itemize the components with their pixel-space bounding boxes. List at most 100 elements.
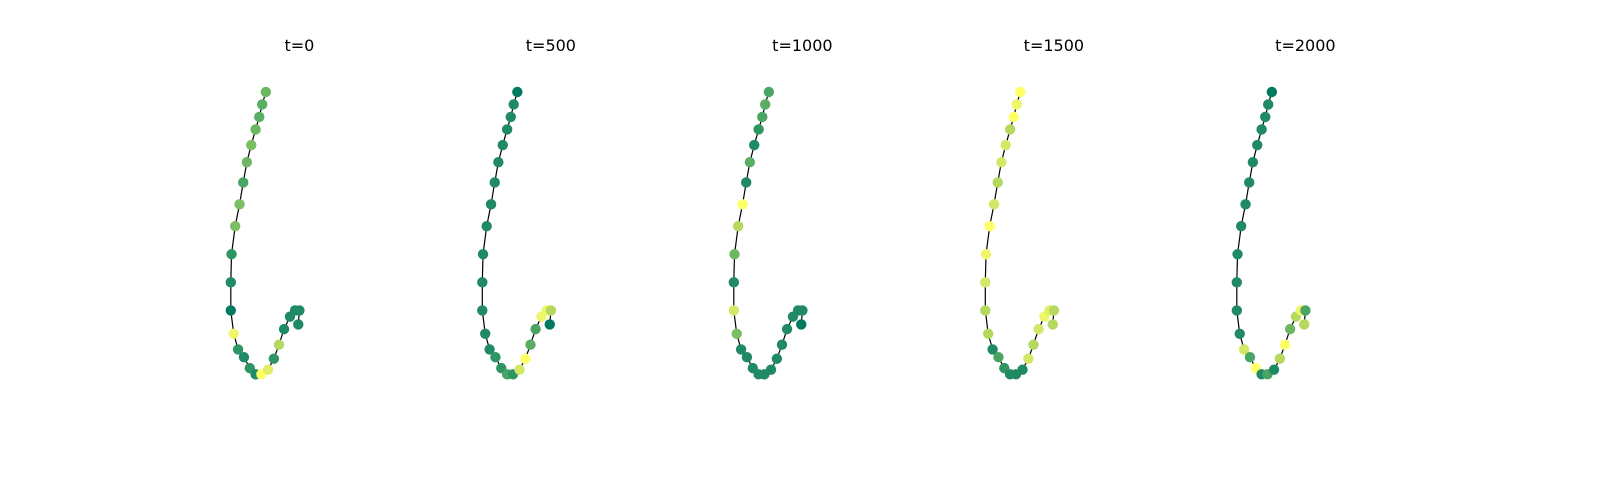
graph-node bbox=[980, 305, 991, 316]
graph-node bbox=[983, 328, 994, 339]
graph-node bbox=[1300, 305, 1311, 316]
graph-node bbox=[781, 323, 793, 335]
graph-node bbox=[765, 364, 777, 375]
graph-node bbox=[1266, 86, 1278, 98]
graph-node bbox=[1252, 139, 1263, 151]
graph-node bbox=[514, 364, 525, 375]
graph-node bbox=[980, 249, 992, 260]
graph-node bbox=[1238, 344, 1250, 355]
graph-node bbox=[480, 328, 491, 339]
graph-node bbox=[1015, 86, 1026, 98]
graph-node bbox=[728, 277, 739, 288]
graph-node bbox=[512, 86, 523, 98]
graph-node bbox=[796, 319, 807, 330]
panel-4: t=2000 bbox=[1231, 36, 1336, 380]
graph-node bbox=[520, 353, 531, 364]
graph-node bbox=[1004, 124, 1016, 135]
graph-node bbox=[753, 124, 764, 135]
graph-node bbox=[1011, 99, 1022, 110]
graph-node bbox=[729, 249, 740, 260]
graph-node bbox=[505, 111, 516, 123]
graph-node bbox=[545, 305, 557, 316]
graph-node bbox=[992, 177, 1003, 188]
graph-node bbox=[501, 124, 513, 135]
graph-node bbox=[1048, 305, 1060, 316]
graph-node bbox=[771, 353, 783, 364]
panel-1: t=500 bbox=[477, 36, 576, 380]
panel-0: t=0 bbox=[225, 36, 314, 380]
graph-node bbox=[737, 199, 748, 210]
graph-node bbox=[493, 157, 504, 168]
graph-node bbox=[241, 157, 253, 168]
graph-node bbox=[763, 86, 775, 98]
graph-node bbox=[1231, 277, 1243, 288]
graph-node bbox=[1000, 139, 1011, 151]
graph-node bbox=[254, 111, 265, 123]
graph-node bbox=[1234, 328, 1245, 339]
graph-node bbox=[993, 352, 1004, 363]
graph-node bbox=[759, 99, 771, 110]
graph-node bbox=[226, 249, 237, 260]
graph-node bbox=[293, 319, 304, 330]
graph-node bbox=[1017, 364, 1028, 375]
panel-title: t=500 bbox=[526, 36, 576, 55]
graph-node bbox=[250, 124, 261, 135]
graph-node bbox=[744, 157, 756, 168]
graph-node bbox=[1244, 177, 1255, 188]
graph-node bbox=[246, 139, 257, 151]
graph-node bbox=[749, 139, 760, 151]
panel-title: t=1500 bbox=[1024, 36, 1084, 55]
graph-node bbox=[490, 352, 501, 363]
graph-node bbox=[484, 344, 495, 355]
graph-node bbox=[1235, 220, 1247, 232]
graph-node bbox=[260, 86, 272, 98]
graph-node bbox=[1023, 353, 1034, 364]
graph-node bbox=[1033, 323, 1044, 335]
graph-node bbox=[294, 305, 305, 316]
graph-node bbox=[757, 111, 768, 123]
graph-node bbox=[1279, 339, 1291, 350]
graph-node bbox=[1232, 249, 1243, 260]
graph-node bbox=[238, 177, 249, 188]
graph-node bbox=[477, 277, 488, 288]
graph-node bbox=[731, 328, 742, 339]
graph-node bbox=[225, 277, 236, 288]
graph-node bbox=[1299, 319, 1310, 330]
graph-node bbox=[776, 339, 788, 350]
graph-node bbox=[984, 220, 995, 232]
graph-node bbox=[238, 352, 250, 363]
graph-node bbox=[1231, 305, 1243, 316]
graph-node bbox=[477, 305, 488, 316]
graph-node bbox=[1047, 319, 1058, 330]
graph-node bbox=[525, 339, 536, 350]
panel-title: t=1000 bbox=[772, 36, 832, 55]
graph-node bbox=[1260, 111, 1271, 123]
graph-node bbox=[234, 199, 245, 210]
graph-node bbox=[728, 305, 739, 316]
graph-node bbox=[225, 305, 236, 316]
graph-node bbox=[1268, 364, 1280, 375]
graph-node bbox=[1256, 124, 1267, 135]
graph-node bbox=[485, 199, 497, 210]
panel-title: t=2000 bbox=[1275, 36, 1335, 55]
graph-node bbox=[797, 305, 808, 316]
graph-node bbox=[741, 352, 753, 363]
graph-node bbox=[262, 364, 274, 375]
graph-node bbox=[996, 157, 1007, 168]
graph-node bbox=[741, 177, 752, 188]
graph-node bbox=[987, 344, 998, 355]
graph-node bbox=[1244, 352, 1256, 363]
graph-node bbox=[228, 328, 239, 339]
graph-node bbox=[1247, 157, 1259, 168]
graph-node bbox=[1008, 111, 1019, 123]
graph-node bbox=[232, 344, 244, 355]
graph-node bbox=[1240, 199, 1251, 210]
panels: t=0 t=500 t=1000 t=1500 t=2000 bbox=[225, 36, 1336, 380]
panel-title: t=0 bbox=[284, 36, 314, 55]
graph-node bbox=[481, 220, 492, 232]
graph-node bbox=[1262, 99, 1274, 110]
graph-node bbox=[229, 220, 241, 232]
graph-node bbox=[980, 277, 991, 288]
graph-node bbox=[477, 249, 489, 260]
